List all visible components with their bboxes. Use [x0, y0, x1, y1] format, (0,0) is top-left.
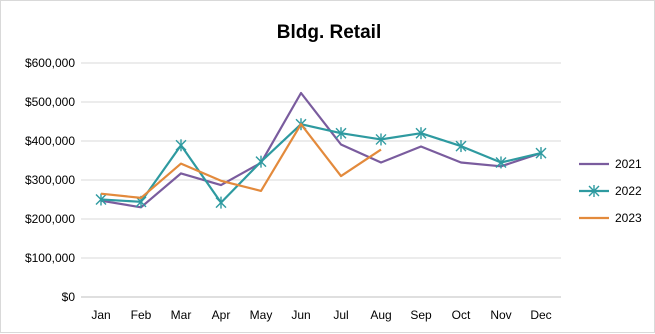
legend-label: 2021	[615, 157, 642, 171]
y-tick-label: $100,000	[25, 251, 75, 265]
data-point	[215, 196, 227, 209]
legend-item: 2022	[579, 184, 642, 198]
x-tick-label: Aug	[370, 308, 391, 322]
data-point	[175, 139, 187, 152]
series-2023	[100, 123, 382, 199]
data-point	[415, 127, 427, 140]
y-tick-label: $200,000	[25, 212, 75, 226]
series-2022	[95, 118, 547, 209]
series-line	[100, 123, 382, 199]
legend-label: 2023	[615, 211, 642, 225]
series-2021	[100, 91, 542, 209]
series-lines	[95, 91, 547, 209]
y-tick-label: $300,000	[25, 173, 75, 187]
data-point	[335, 127, 347, 140]
legend-label: 2022	[615, 184, 642, 198]
series-line	[100, 123, 542, 204]
gridlines	[81, 62, 561, 298]
x-tick-label: Jun	[291, 308, 310, 322]
series-line	[100, 91, 542, 209]
x-tick-label: Oct	[452, 308, 471, 322]
y-tick-label: $400,000	[25, 134, 75, 148]
y-axis-tick-labels: $0 $100,000 $200,000 $300,000 $400,000 $500,0…	[25, 56, 75, 304]
data-point	[535, 147, 547, 160]
y-tick-label: $600,000	[25, 56, 75, 70]
data-point	[455, 140, 467, 153]
data-point	[375, 133, 387, 146]
legend-item: 2021	[579, 157, 642, 171]
y-tick-label: $500,000	[25, 95, 75, 109]
x-axis-tick-labels: Jan Feb Mar Apr May Jun Jul Aug Sep Oct Nov Dec	[91, 308, 551, 322]
legend: 2021 2022 2023	[579, 157, 642, 225]
data-point	[495, 156, 507, 169]
y-tick-label: $0	[62, 290, 76, 304]
x-tick-label: May	[250, 308, 273, 322]
data-point	[95, 193, 107, 206]
x-tick-label: Jul	[333, 308, 348, 322]
data-point	[255, 155, 267, 168]
x-tick-label: Apr	[212, 308, 231, 322]
x-tick-label: Dec	[530, 308, 551, 322]
x-tick-label: Sep	[410, 308, 432, 322]
x-tick-label: Jan	[91, 308, 110, 322]
x-tick-label: Feb	[131, 308, 152, 322]
chart-title: Bldg. Retail	[277, 22, 382, 43]
x-tick-label: Nov	[490, 308, 511, 322]
x-tick-label: Mar	[171, 308, 192, 322]
legend-marker	[588, 185, 600, 197]
legend-item: 2023	[579, 211, 642, 225]
